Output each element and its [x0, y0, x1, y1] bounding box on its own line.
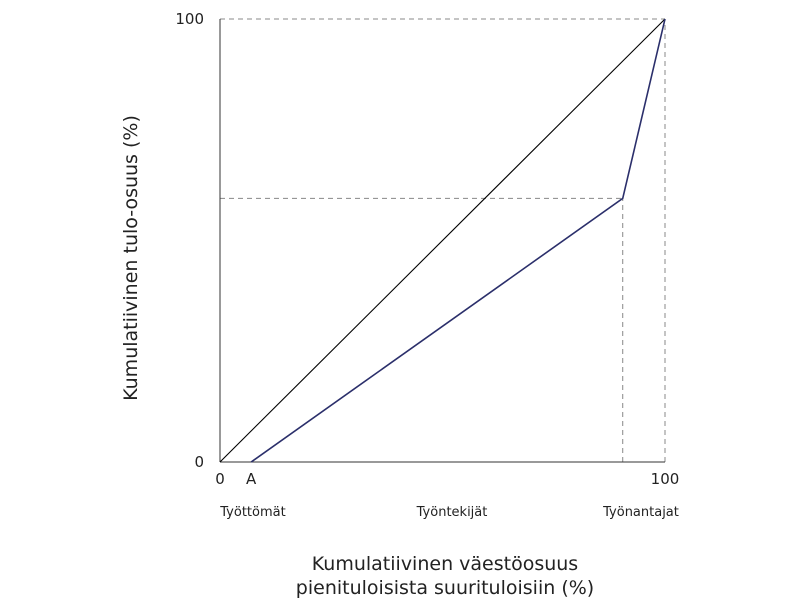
- y-tick-label-100: 100: [175, 10, 204, 28]
- x-tick-label-0: 0: [215, 470, 225, 488]
- x-axis-title-line-1: Kumulatiivinen väestöosuus: [312, 553, 578, 575]
- equality-line: [219, 18, 666, 463]
- x-tick-label-100: 100: [651, 470, 680, 488]
- group-label-employers: Työnantajat: [602, 505, 679, 520]
- group-label-workers: Työntekijät: [416, 505, 488, 520]
- y-tick-label-0: 0: [194, 453, 204, 471]
- axes: [219, 19, 665, 463]
- y-axis-title: Kumulatiivinen tulo-osuus (%): [120, 115, 142, 401]
- series-lines: [219, 18, 666, 463]
- x-tick-label-a: A: [246, 470, 257, 488]
- reference-lines: [220, 18, 666, 462]
- x-axis-title-line-2: pienituloisista suurituloisiin (%): [296, 577, 594, 599]
- lorenz-curve: [250, 18, 666, 463]
- group-label-unemployed: Työttömät: [219, 505, 285, 520]
